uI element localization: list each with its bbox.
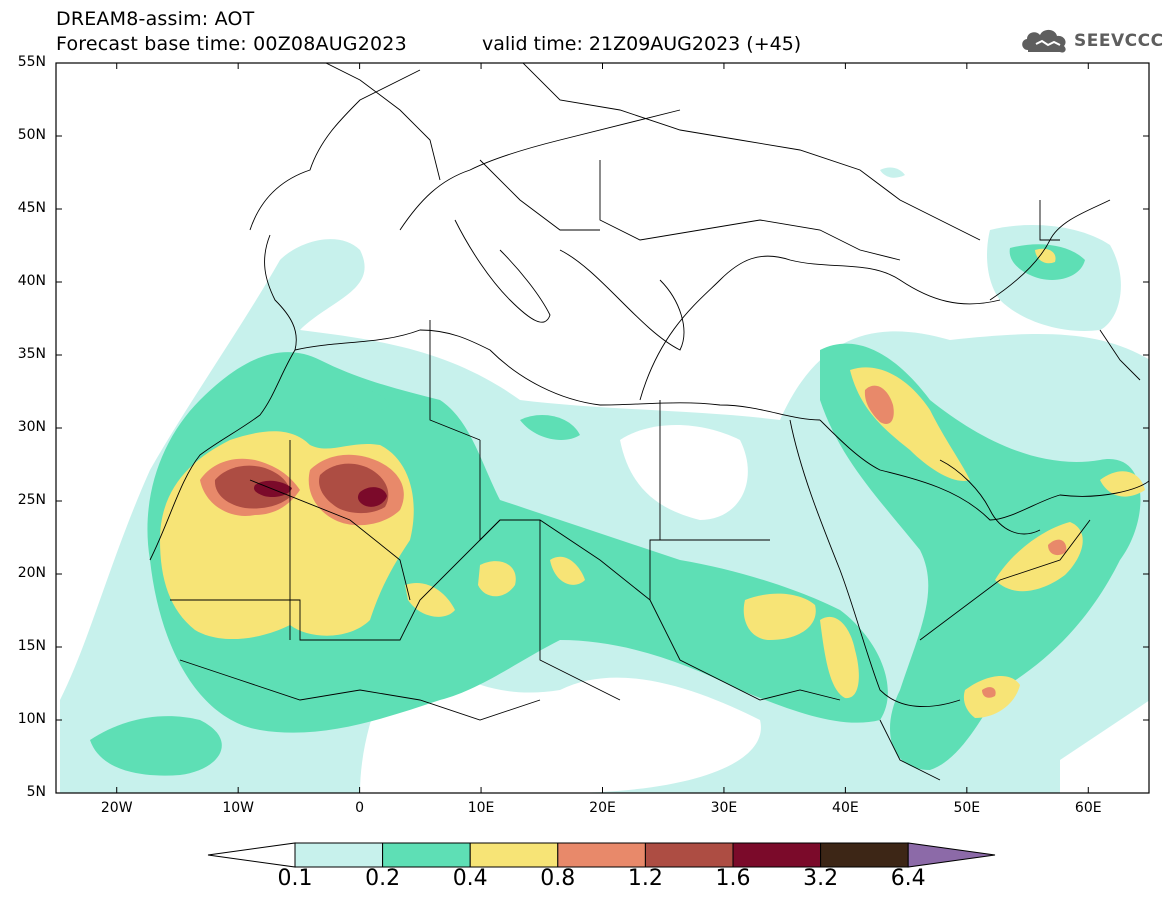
valid-time: valid time: 21Z09AUG2023 (+45) [482, 33, 802, 55]
map-title: DREAM8-assim: AOT [56, 8, 255, 30]
colorbar-label: 0.2 [365, 866, 401, 891]
seevccc-logo: SEEVCCC [1018, 24, 1163, 58]
colorbar-label: 1.2 [627, 866, 663, 891]
lon-label: 0 [355, 800, 365, 816]
logo-text: SEEVCCC [1074, 31, 1164, 51]
colorbar-low-arrow [207, 842, 296, 868]
colorbar-label: 1.6 [715, 866, 751, 891]
colorbar-swatch [469, 842, 559, 868]
colorbar-label: 0.4 [452, 866, 488, 891]
colorbar-label: 6.4 [890, 866, 926, 891]
cloud-icon [1022, 29, 1066, 53]
lat-label: 30N [17, 419, 46, 435]
forecast-base-time: Forecast base time: 00Z08AUG2023 [56, 33, 407, 55]
lon-label: 60E [1074, 800, 1102, 816]
colorbar-swatch [294, 842, 384, 868]
lat-label: 45N [17, 200, 46, 216]
lat-label: 55N [17, 54, 46, 70]
lat-label: 40N [17, 273, 46, 289]
lat-label: 25N [17, 492, 46, 508]
lat-label: 15N [17, 638, 46, 654]
lon-label: 40E [832, 800, 859, 816]
lat-label: 20N [17, 565, 46, 581]
lat-label: 5N [26, 784, 46, 800]
aot-field [60, 167, 1149, 793]
lat-label: 10N [17, 711, 46, 727]
lat-label: 50N [17, 127, 46, 143]
colorbar-swatch [820, 842, 909, 868]
lon-label: 20E [589, 800, 616, 816]
lon-label: 50E [953, 800, 981, 816]
colorbar-label: 0.1 [277, 866, 313, 891]
lon-label: 30E [710, 800, 738, 816]
colorbar-swatch [644, 842, 734, 868]
lon-label: 10W [222, 800, 254, 816]
axis-ticks [56, 62, 1149, 794]
lat-label: 35N [17, 346, 46, 362]
coastlines [149, 63, 1149, 781]
colorbar-label: 3.2 [803, 866, 839, 891]
lon-label: 20W [100, 800, 133, 816]
colorbar-swatch [732, 842, 822, 868]
colorbar-swatch [557, 842, 646, 868]
lon-label: 10E [467, 800, 495, 816]
colorbar-swatch [382, 842, 471, 868]
colorbar-high-arrow [907, 842, 996, 868]
colorbar-label: 0.8 [540, 866, 576, 891]
